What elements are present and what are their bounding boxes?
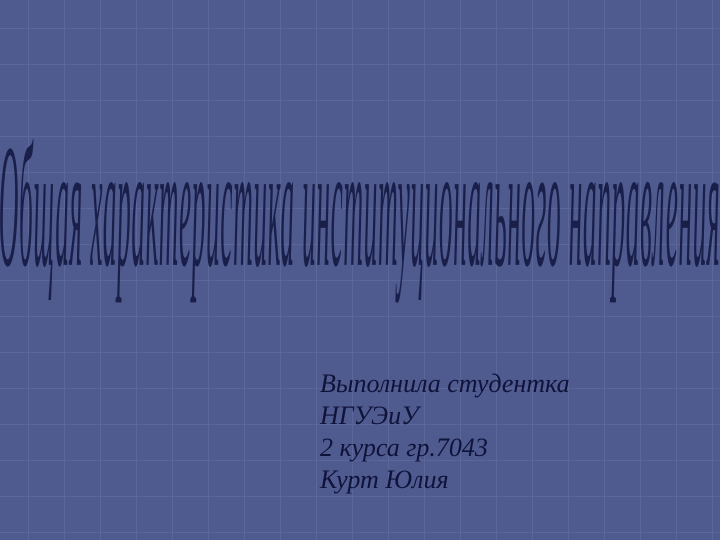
author-block: Выполнила студентка НГУЭиУ 2 курса гр.70… <box>320 368 570 496</box>
author-line-3: 2 курса гр.7043 <box>320 432 570 464</box>
author-line-4: Курт Юлия <box>320 464 570 496</box>
slide-title-text: Общая характеристика институционального … <box>0 102 720 309</box>
slide-title-wordart: Общая характеристика институционального … <box>14 100 706 310</box>
author-line-1: Выполнила студентка <box>320 368 570 400</box>
slide: Общая характеристика институционального … <box>0 0 720 540</box>
author-line-2: НГУЭиУ <box>320 400 570 432</box>
